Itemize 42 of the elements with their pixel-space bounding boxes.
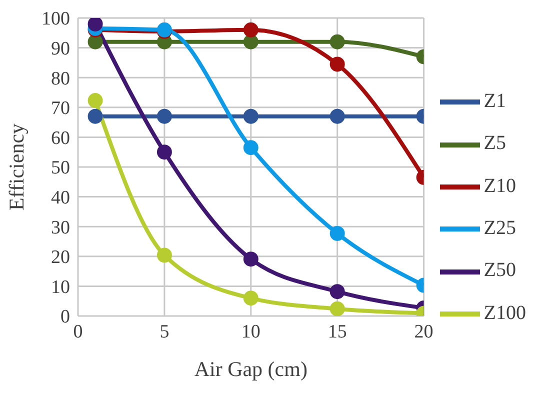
point — [330, 226, 345, 241]
y-axis-title: Efficiency — [4, 122, 28, 211]
point — [330, 284, 345, 300]
x-tick-label: 5 — [160, 321, 170, 342]
legend-label: Z50 — [484, 259, 516, 282]
y-tick-label: 0 — [60, 306, 70, 328]
point — [156, 108, 172, 124]
legend-label: Z1 — [484, 90, 506, 112]
x-tick-label: 15 — [328, 321, 347, 342]
y-tick-label: 90 — [51, 38, 70, 60]
y-tick-label: 30 — [51, 217, 70, 238]
point — [243, 290, 258, 306]
point — [330, 301, 345, 316]
point — [243, 34, 258, 50]
point — [243, 140, 258, 156]
y-tick-label: 40 — [51, 188, 70, 209]
point — [88, 18, 103, 32]
point — [330, 108, 345, 124]
y-tick-label: 50 — [51, 158, 70, 179]
point — [156, 144, 172, 160]
legend-label: Z5 — [484, 132, 506, 154]
x-tick-label: 0 — [73, 321, 83, 342]
x-axis-title: Air Gap (cm) — [194, 357, 308, 381]
y-tick-label: 20 — [51, 247, 70, 268]
point — [330, 56, 345, 72]
point — [88, 93, 103, 108]
y-tick-label: 60 — [51, 128, 70, 149]
legend-label: Z25 — [484, 217, 516, 239]
y-tick-label: 100 — [42, 8, 70, 30]
y-tick-label: 10 — [51, 276, 70, 298]
x-tick-label: 20 — [414, 321, 434, 342]
point — [88, 108, 103, 124]
x-tick-label: 10 — [241, 321, 260, 342]
legend-label: Z10 — [484, 174, 516, 197]
point — [156, 248, 172, 263]
y-tick-label: 80 — [51, 68, 70, 90]
y-tick-label: 70 — [51, 98, 70, 120]
legend-label: Z100 — [484, 302, 526, 324]
point — [243, 22, 258, 38]
point — [243, 252, 258, 267]
point — [330, 34, 345, 50]
point — [243, 108, 258, 124]
